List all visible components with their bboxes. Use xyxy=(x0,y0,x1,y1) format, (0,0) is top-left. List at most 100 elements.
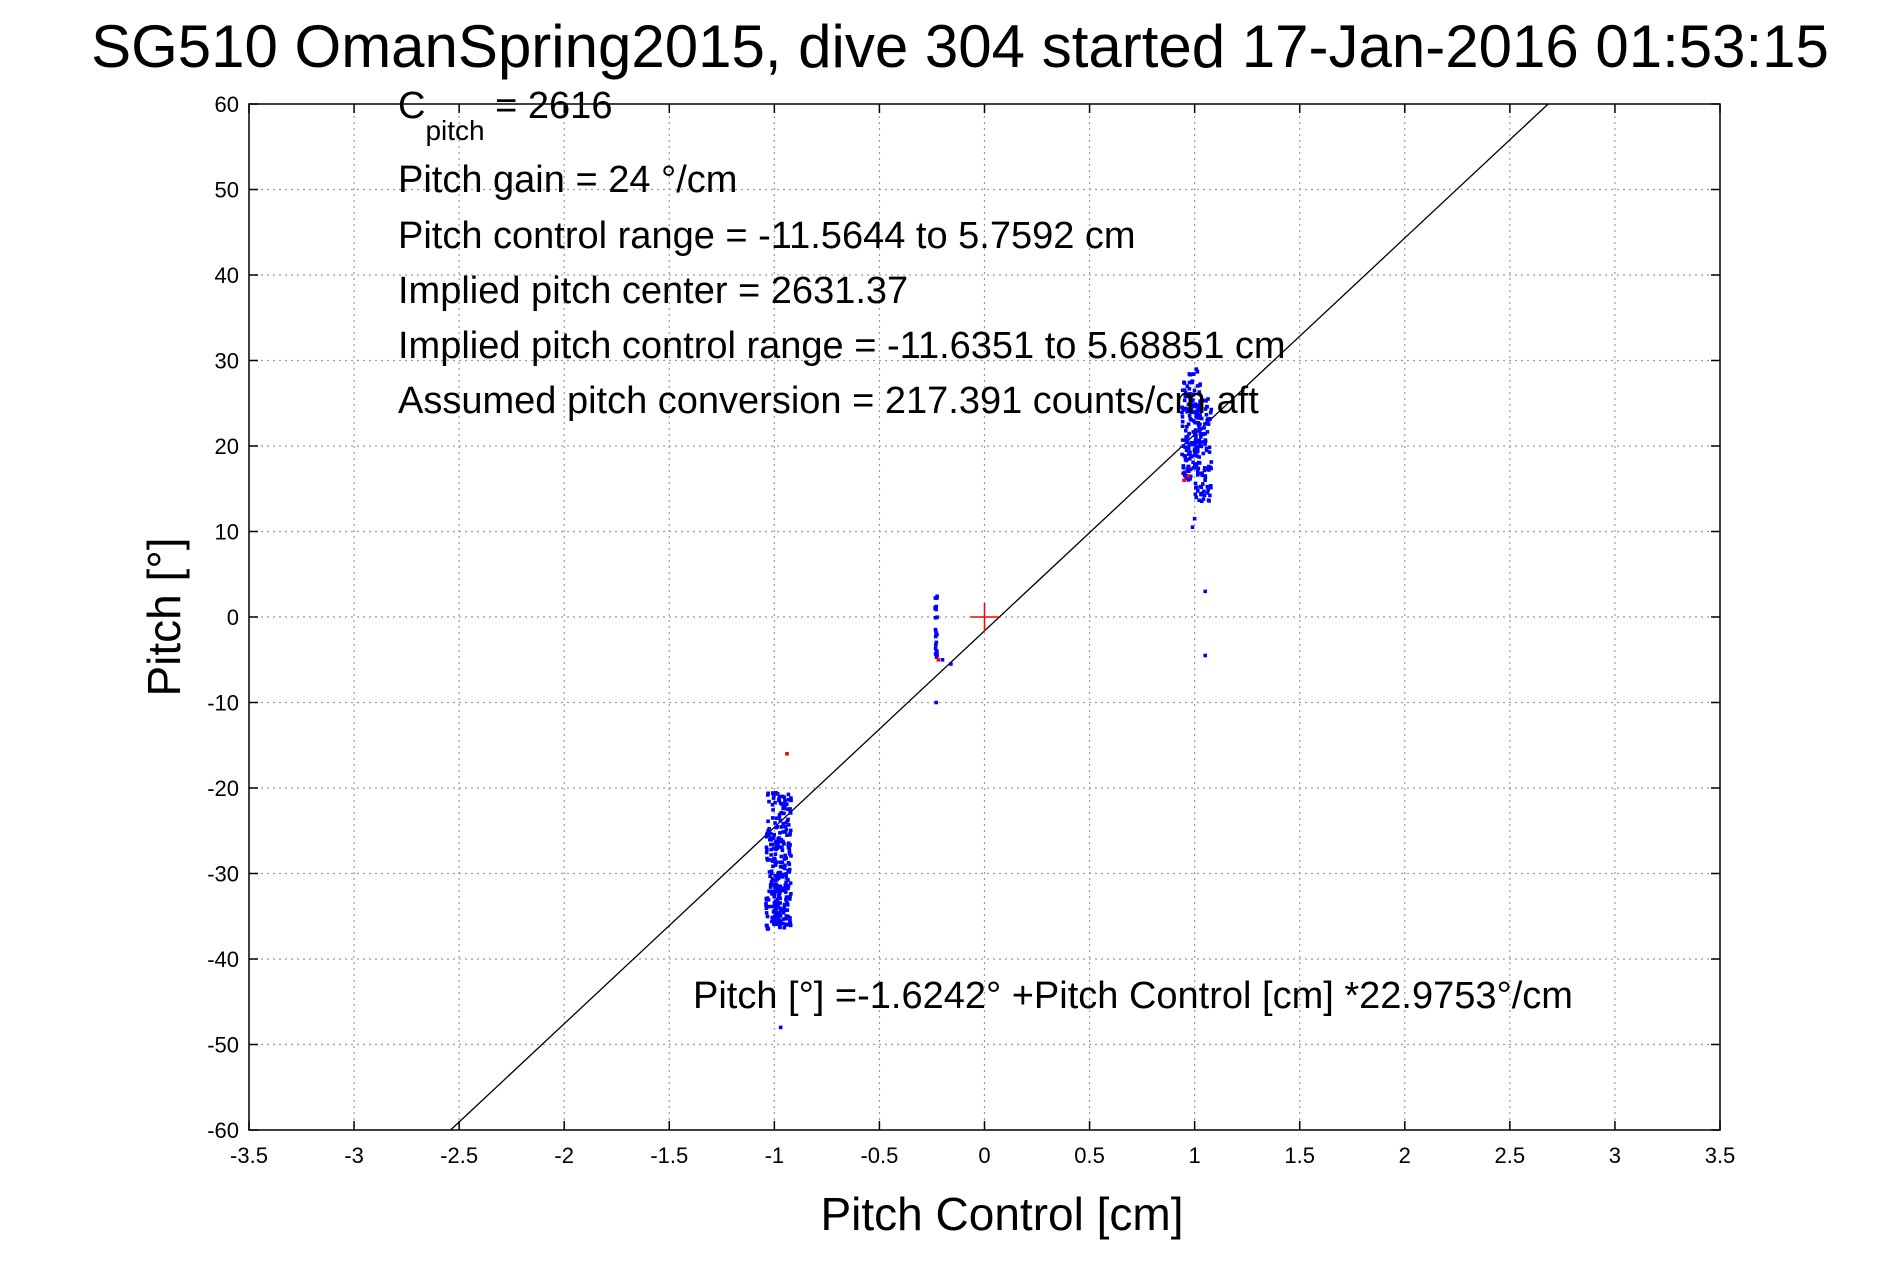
data-point xyxy=(1196,421,1201,425)
data-point xyxy=(1186,445,1191,450)
data-point xyxy=(1201,451,1206,456)
data-point xyxy=(773,885,777,889)
data-point xyxy=(1197,461,1202,465)
y-tick-label: 50 xyxy=(215,178,239,203)
data-point xyxy=(1198,432,1203,436)
data-point xyxy=(935,651,939,655)
data-point xyxy=(1193,481,1198,486)
data-point xyxy=(1194,367,1199,371)
data-point xyxy=(1195,454,1199,458)
data-point xyxy=(772,915,777,919)
data-point xyxy=(1199,435,1203,439)
data-point xyxy=(1180,424,1185,429)
x-tick-label: -1 xyxy=(765,1143,785,1168)
data-point xyxy=(949,662,953,666)
data-point xyxy=(936,658,941,662)
data-point xyxy=(781,806,785,811)
x-tick-label: 1.5 xyxy=(1284,1143,1315,1168)
data-point xyxy=(1185,394,1190,399)
fit-line xyxy=(450,103,1549,1131)
data-point xyxy=(1182,454,1187,458)
data-point xyxy=(773,873,778,878)
data-point xyxy=(1197,455,1201,459)
data-point xyxy=(1186,402,1191,407)
annotation-cpitch: Cpitch = 2616 xyxy=(398,85,612,146)
data-point xyxy=(933,627,938,632)
data-point xyxy=(1185,410,1189,414)
data-point xyxy=(771,808,775,812)
data-point xyxy=(773,862,778,866)
data-point xyxy=(785,752,789,756)
data-point xyxy=(934,700,938,705)
data-point xyxy=(934,630,938,634)
data-point xyxy=(1200,499,1204,503)
data-point xyxy=(1180,419,1185,424)
data-point xyxy=(1191,460,1195,465)
data-point xyxy=(778,873,783,878)
data-point xyxy=(788,831,792,836)
data-point xyxy=(934,632,939,637)
data-point xyxy=(772,891,777,896)
data-point xyxy=(765,848,769,852)
data-point xyxy=(775,904,779,909)
data-point xyxy=(1200,440,1204,444)
annotation-pitch-gain: Pitch gain = 24 °/cm xyxy=(398,159,737,201)
data-point xyxy=(788,810,792,814)
data-point xyxy=(1185,440,1190,445)
data-point xyxy=(782,888,786,893)
data-point xyxy=(785,908,790,912)
data-point xyxy=(779,854,784,859)
data-point xyxy=(771,846,776,851)
data-point xyxy=(1183,445,1187,449)
data-point xyxy=(772,832,776,837)
data-point xyxy=(780,839,785,844)
data-point xyxy=(783,863,787,868)
data-point xyxy=(786,886,790,891)
data-point xyxy=(1206,498,1211,502)
data-point xyxy=(773,852,778,856)
data-point xyxy=(768,883,773,887)
data-point xyxy=(771,796,776,800)
data-point xyxy=(1200,473,1205,478)
data-point xyxy=(777,815,782,819)
data-point xyxy=(777,916,781,921)
data-point xyxy=(1197,426,1201,431)
data-point xyxy=(764,834,769,839)
data-point xyxy=(1204,446,1209,451)
data-point xyxy=(1193,429,1198,434)
data-point xyxy=(780,848,785,853)
data-point xyxy=(788,897,792,901)
data-point xyxy=(779,919,783,923)
data-point xyxy=(770,802,775,807)
data-point xyxy=(787,849,792,854)
data-point xyxy=(773,878,777,883)
data-point xyxy=(1186,452,1191,456)
data-point xyxy=(1195,369,1199,374)
annotation-cpitch-subscript: pitch xyxy=(425,115,484,146)
data-point xyxy=(1186,478,1191,482)
data-point xyxy=(780,802,784,806)
data-point xyxy=(1194,436,1198,441)
data-point xyxy=(940,658,945,662)
data-point xyxy=(780,845,784,850)
data-point xyxy=(1188,477,1192,481)
chart-title: SG510 OmanSpring2015, dive 304 started 1… xyxy=(91,13,1829,80)
x-tick-label: -3 xyxy=(344,1143,364,1168)
data-point xyxy=(1205,404,1209,409)
data-point xyxy=(1196,408,1201,412)
data-point xyxy=(768,885,773,889)
data-point xyxy=(778,860,783,864)
data-point xyxy=(778,901,782,905)
data-point xyxy=(782,902,787,907)
grid xyxy=(249,104,1720,1130)
data-point xyxy=(778,887,783,891)
data-point xyxy=(1203,407,1208,411)
data-point xyxy=(782,906,786,910)
data-point xyxy=(1202,489,1206,494)
data-point xyxy=(1192,372,1196,376)
data-point xyxy=(767,799,771,804)
data-point xyxy=(1180,405,1184,410)
data-point xyxy=(1185,434,1190,439)
data-point xyxy=(784,876,789,880)
y-tick-label: -30 xyxy=(207,862,239,887)
